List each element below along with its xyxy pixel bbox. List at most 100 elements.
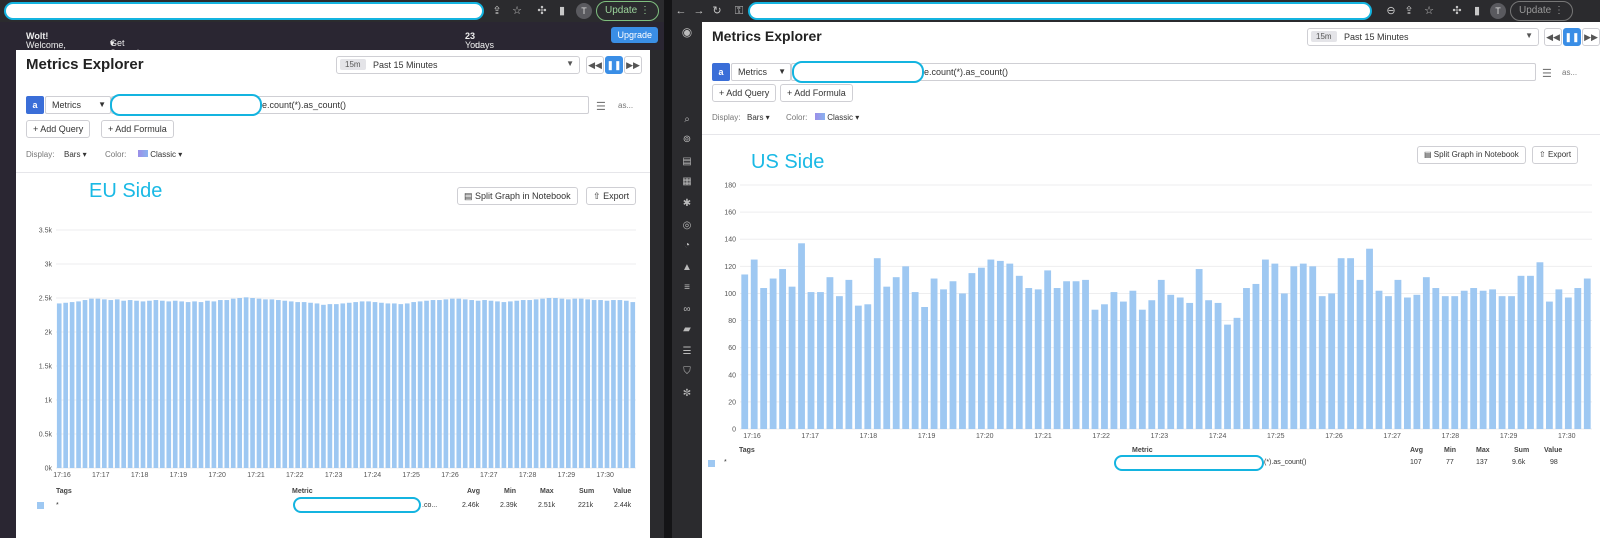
query-options-icon[interactable]: ☰ — [1542, 68, 1552, 80]
search-icon[interactable]: ⌕ — [684, 114, 690, 125]
data-source-select[interactable]: Metrics ▼ — [45, 96, 111, 114]
extensions-icon[interactable]: ✣ — [1452, 5, 1462, 17]
zoom-icon[interactable]: ⊖ — [1386, 5, 1396, 17]
settings-gear-icon[interactable]: ✼ — [682, 388, 692, 399]
bar — [450, 298, 455, 468]
profile-avatar[interactable]: T — [576, 3, 592, 19]
bookmark-star-icon[interactable]: ☆ — [512, 5, 522, 17]
data-source-select[interactable]: Metrics ▼ — [731, 63, 791, 81]
apm-icon[interactable]: ◎ — [682, 220, 692, 231]
metrics-icon[interactable]: ◔ — [683, 240, 691, 251]
bar — [1119, 301, 1127, 429]
y-tick-label: 140 — [724, 237, 736, 244]
security-shield-icon[interactable]: ⛉ — [683, 366, 691, 377]
infrastructure-icon[interactable]: ▦ — [682, 176, 692, 187]
divider — [702, 134, 1600, 135]
export-button[interactable]: ⇧ Export — [1532, 146, 1579, 164]
x-tick-label: 17:27 — [1383, 433, 1401, 439]
integrations-icon[interactable]: ✱ — [682, 198, 692, 209]
alias-label[interactable]: as... — [1562, 68, 1578, 77]
display-select[interactable]: Bars ▾ — [64, 150, 87, 159]
rewind-button[interactable]: ◀◀ — [1544, 28, 1562, 46]
bar — [559, 298, 565, 468]
notebooks-icon[interactable]: ▰ — [683, 324, 691, 335]
bar — [424, 300, 429, 468]
bar — [372, 302, 378, 468]
logs-icon[interactable]: ▲ — [682, 262, 692, 273]
add-query-button[interactable]: + Add Query — [26, 120, 91, 138]
alias-label[interactable]: as... — [618, 101, 634, 110]
query-options-icon[interactable]: ☰ — [596, 101, 606, 113]
datadog-logo-icon[interactable]: ◉ — [681, 25, 693, 39]
synthetics-icon[interactable]: ∞ — [683, 304, 691, 315]
fast-forward-button[interactable]: ▶▶ — [624, 56, 642, 74]
query-letter[interactable]: a — [26, 96, 44, 114]
split-graph-button[interactable]: ▤ Split Graph in Notebook — [457, 187, 578, 205]
bar — [108, 300, 114, 468]
address-bar-redacted[interactable] — [4, 2, 484, 20]
split-graph-button[interactable]: ▤ Split Graph in Notebook — [1417, 146, 1526, 164]
x-tick-label: 17:23 — [325, 472, 343, 479]
bar — [89, 298, 94, 468]
profile-avatar[interactable]: T — [1490, 3, 1506, 19]
bar — [353, 302, 358, 468]
divider — [16, 172, 650, 173]
bar — [366, 301, 371, 468]
x-tick-label: 17:19 — [918, 433, 936, 439]
color-select[interactable]: Classic ▾ — [138, 150, 182, 159]
query-letter[interactable]: a — [712, 63, 730, 81]
add-formula-button[interactable]: + Add Formula — [101, 120, 174, 138]
pause-button[interactable]: ❚❚ — [1563, 28, 1581, 46]
add-formula-button[interactable]: + Add Formula — [780, 84, 853, 102]
bar — [1091, 309, 1099, 429]
chrome-update-button[interactable]: Update ⋮ — [1510, 1, 1574, 21]
bar — [456, 298, 462, 468]
bar — [1564, 297, 1572, 429]
time-badge: 15m — [340, 59, 366, 70]
bookmark-star-icon[interactable]: ☆ — [1424, 5, 1434, 17]
upgrade-button[interactable]: Upgrade — [611, 27, 658, 43]
bar — [817, 292, 824, 429]
time-range-selector[interactable]: 15m Past 15 Minutes ▼ — [1307, 28, 1539, 46]
bar — [779, 269, 787, 429]
bar — [1470, 288, 1478, 429]
split-graph-label: Split Graph in Notebook — [475, 191, 571, 201]
legend-header-tags: Tags — [56, 488, 72, 495]
share-icon[interactable]: ⇪ — [492, 5, 502, 17]
query-input[interactable]: e.count(*).as_count() — [791, 63, 1536, 81]
export-button[interactable]: ⇧ Export — [586, 187, 637, 205]
time-range-selector[interactable]: 15m Past 15 Minutes ▼ — [336, 56, 580, 74]
fast-forward-button[interactable]: ▶▶ — [1582, 28, 1600, 46]
legend-sum: 221k — [578, 502, 594, 509]
get-started-button[interactable]: Get Started ▾ — [106, 29, 139, 58]
monitors-icon[interactable]: ≡ — [684, 282, 690, 293]
x-tick-label: 17:25 — [1267, 433, 1285, 439]
pause-button[interactable]: ❚❚ — [605, 56, 623, 74]
extensions-icon[interactable]: ✣ — [537, 5, 547, 17]
bar — [1309, 266, 1317, 429]
ci-icon[interactable]: ☰ — [682, 346, 692, 357]
color-select[interactable]: Classic ▾ — [815, 113, 859, 122]
chrome-update-label: Update — [1519, 5, 1552, 16]
back-arrow-icon[interactable]: ← — [675, 5, 687, 17]
bar — [1375, 290, 1383, 429]
y-tick-label: 2k — [45, 330, 53, 337]
bar — [1574, 288, 1582, 429]
chrome-update-button[interactable]: Update ⋮ — [596, 1, 660, 21]
dashboards-icon[interactable]: ▤ — [682, 156, 692, 167]
share-icon[interactable]: ⇪ — [1404, 5, 1414, 17]
reload-icon[interactable]: ↻ — [712, 5, 722, 17]
bar — [127, 300, 133, 468]
bar — [1432, 288, 1440, 429]
bar — [1356, 279, 1364, 429]
display-select[interactable]: Bars ▾ — [747, 113, 770, 122]
address-bar-redacted[interactable] — [748, 2, 1372, 20]
forward-arrow-icon[interactable]: → — [693, 5, 705, 17]
bar — [1536, 262, 1544, 429]
sidepanel-icon[interactable]: ▮ — [558, 5, 566, 17]
sidepanel-icon[interactable]: ▮ — [1473, 5, 1481, 17]
bar — [1214, 302, 1222, 429]
rewind-button[interactable]: ◀◀ — [586, 56, 604, 74]
add-query-button[interactable]: + Add Query — [712, 84, 777, 102]
binoculars-icon[interactable]: ⊚ — [682, 134, 692, 145]
